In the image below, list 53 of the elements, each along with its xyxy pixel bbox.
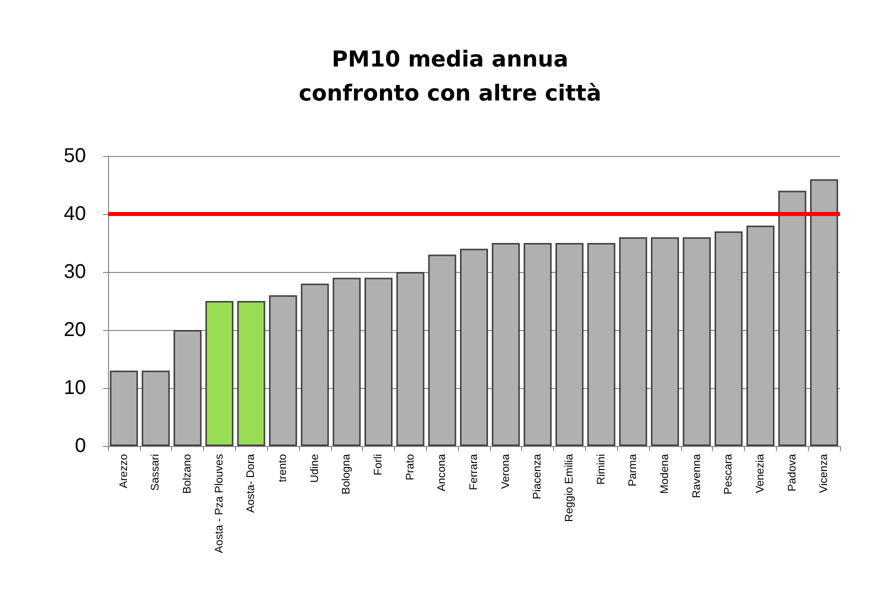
- y-tick-label: 40: [64, 203, 86, 225]
- bar: [492, 243, 520, 446]
- y-tick-label: 10: [64, 377, 86, 399]
- bar: [174, 330, 202, 446]
- x-tick-label: Prato: [404, 454, 416, 480]
- bar: [428, 254, 456, 446]
- bar: [587, 243, 616, 446]
- x-tick-label: Ferrara: [468, 453, 480, 490]
- y-tick-label: 20: [64, 319, 86, 341]
- bar: [110, 370, 138, 446]
- bar: [205, 301, 234, 446]
- bar: [460, 248, 488, 446]
- bar: [269, 295, 298, 446]
- x-tick-label: Pescara: [722, 453, 735, 494]
- x-tick-label: Sassari: [150, 454, 162, 491]
- bar: [142, 370, 170, 446]
- x-tick-label: Ancona: [436, 453, 448, 492]
- x-tick-label: Reggio Emilia: [563, 453, 576, 522]
- bar: [555, 243, 584, 446]
- x-tick-label: Verona: [500, 453, 512, 489]
- bar: [619, 237, 648, 446]
- bar: [237, 301, 266, 446]
- y-tick-label: 30: [64, 261, 86, 283]
- x-tick-label: Vicenza: [818, 453, 830, 493]
- x-tick-label: trento: [277, 454, 290, 482]
- x-tick-label: Forli: [372, 454, 385, 476]
- chart-title: PM10 media annua confronto con altre città: [298, 48, 602, 106]
- bar: [524, 243, 552, 446]
- bar: [332, 278, 361, 446]
- x-tick-label: Ravenna: [690, 453, 703, 498]
- bar: [364, 278, 393, 446]
- bar: [810, 179, 838, 446]
- x-tick-label: Udine: [308, 454, 321, 483]
- x-tick-label: Aosta- Dora: [245, 453, 258, 513]
- y-tick-label: 50: [64, 145, 86, 167]
- bar: [300, 284, 329, 446]
- x-tick-label: Rimini: [595, 454, 608, 485]
- x-tick-label: Arezzo: [118, 454, 130, 488]
- bar: [682, 237, 711, 446]
- bar: [778, 190, 806, 446]
- bar: [396, 272, 424, 446]
- bar: [714, 231, 743, 446]
- x-tick-label: Bolzano: [182, 454, 194, 494]
- y-tick-label: 0: [74, 435, 86, 457]
- x-tick-label: Bologna: [340, 453, 353, 494]
- x-tick-label: Piacenza: [532, 453, 544, 500]
- x-tick-label: Aosta - Pza Plouves: [213, 454, 226, 554]
- x-tick-label: Parma: [627, 453, 640, 486]
- x-tick-label: Modena: [658, 453, 671, 494]
- x-tick-label: Venezia: [754, 453, 766, 494]
- bar: [650, 237, 679, 446]
- bar: [746, 226, 774, 446]
- x-tick-label: Padova: [786, 453, 798, 492]
